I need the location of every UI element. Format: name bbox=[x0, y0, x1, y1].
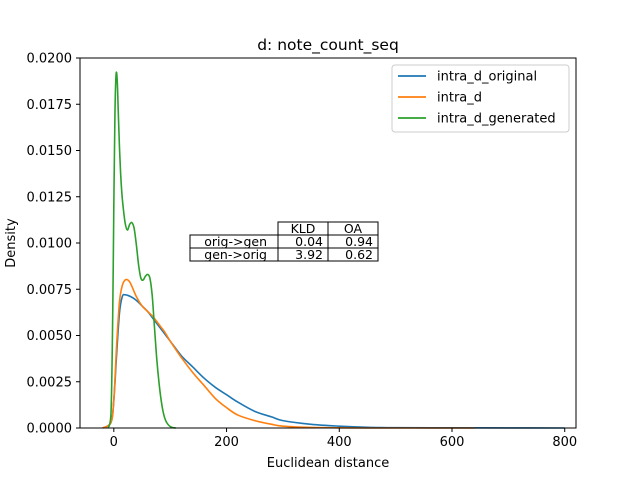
legend-label: intra_d bbox=[437, 91, 482, 106]
series-line-intra-d-generated bbox=[107, 71, 176, 429]
y-tick-label: 0.0075 bbox=[27, 283, 73, 298]
y-tick-label: 0.0050 bbox=[27, 329, 73, 344]
y-tick-label: 0.0025 bbox=[27, 375, 73, 390]
table-col-header: KLD bbox=[291, 221, 316, 236]
x-axis-label: Euclidean distance bbox=[267, 456, 390, 471]
legend-label: intra_d_generated bbox=[437, 112, 556, 127]
y-tick-label: 0.0175 bbox=[27, 98, 73, 113]
chart-title: d: note_count_seq bbox=[257, 36, 399, 55]
table-row-label: orig->gen bbox=[204, 234, 267, 249]
y-axis-ticks: 0.0000 0.0025 0.0050 0.0075 0.0100 0.0125 0.01… bbox=[27, 52, 80, 437]
x-tick-label: 200 bbox=[214, 435, 239, 450]
x-tick-label: 400 bbox=[327, 435, 352, 450]
x-tick-label: 800 bbox=[552, 435, 577, 450]
y-tick-label: 0.0000 bbox=[27, 422, 73, 437]
table-value: 3.92 bbox=[295, 247, 323, 262]
table-value: 0.04 bbox=[295, 234, 323, 249]
table-row-label: gen->orig bbox=[204, 247, 267, 262]
x-axis-ticks: 0 200 400 600 800 bbox=[110, 428, 577, 450]
y-axis-label: Density bbox=[4, 218, 19, 268]
stats-table: KLD OA orig->gen 0.04 0.94 gen->orig 3.92 0.62 bbox=[189, 221, 379, 262]
y-tick-label: 0.0125 bbox=[27, 190, 73, 205]
table-col-header: OA bbox=[344, 221, 363, 236]
legend-box bbox=[391, 64, 570, 133]
x-tick-label: 600 bbox=[440, 435, 465, 450]
series-line-intra-d bbox=[102, 278, 475, 429]
table-value: 0.62 bbox=[345, 247, 373, 262]
series-line-intra-d-original bbox=[102, 293, 565, 429]
table-cell bbox=[327, 247, 379, 262]
table-value: 0.94 bbox=[345, 234, 373, 249]
plot-lines bbox=[102, 71, 565, 429]
y-tick-label: 0.0150 bbox=[27, 144, 73, 159]
y-tick-label: 0.0200 bbox=[27, 52, 73, 67]
x-tick-label: 0 bbox=[110, 435, 118, 450]
legend-label: intra_d_original bbox=[437, 70, 537, 85]
y-tick-label: 0.0100 bbox=[27, 237, 73, 252]
legend: intra_d_original intra_d intra_d_generated bbox=[391, 64, 570, 133]
